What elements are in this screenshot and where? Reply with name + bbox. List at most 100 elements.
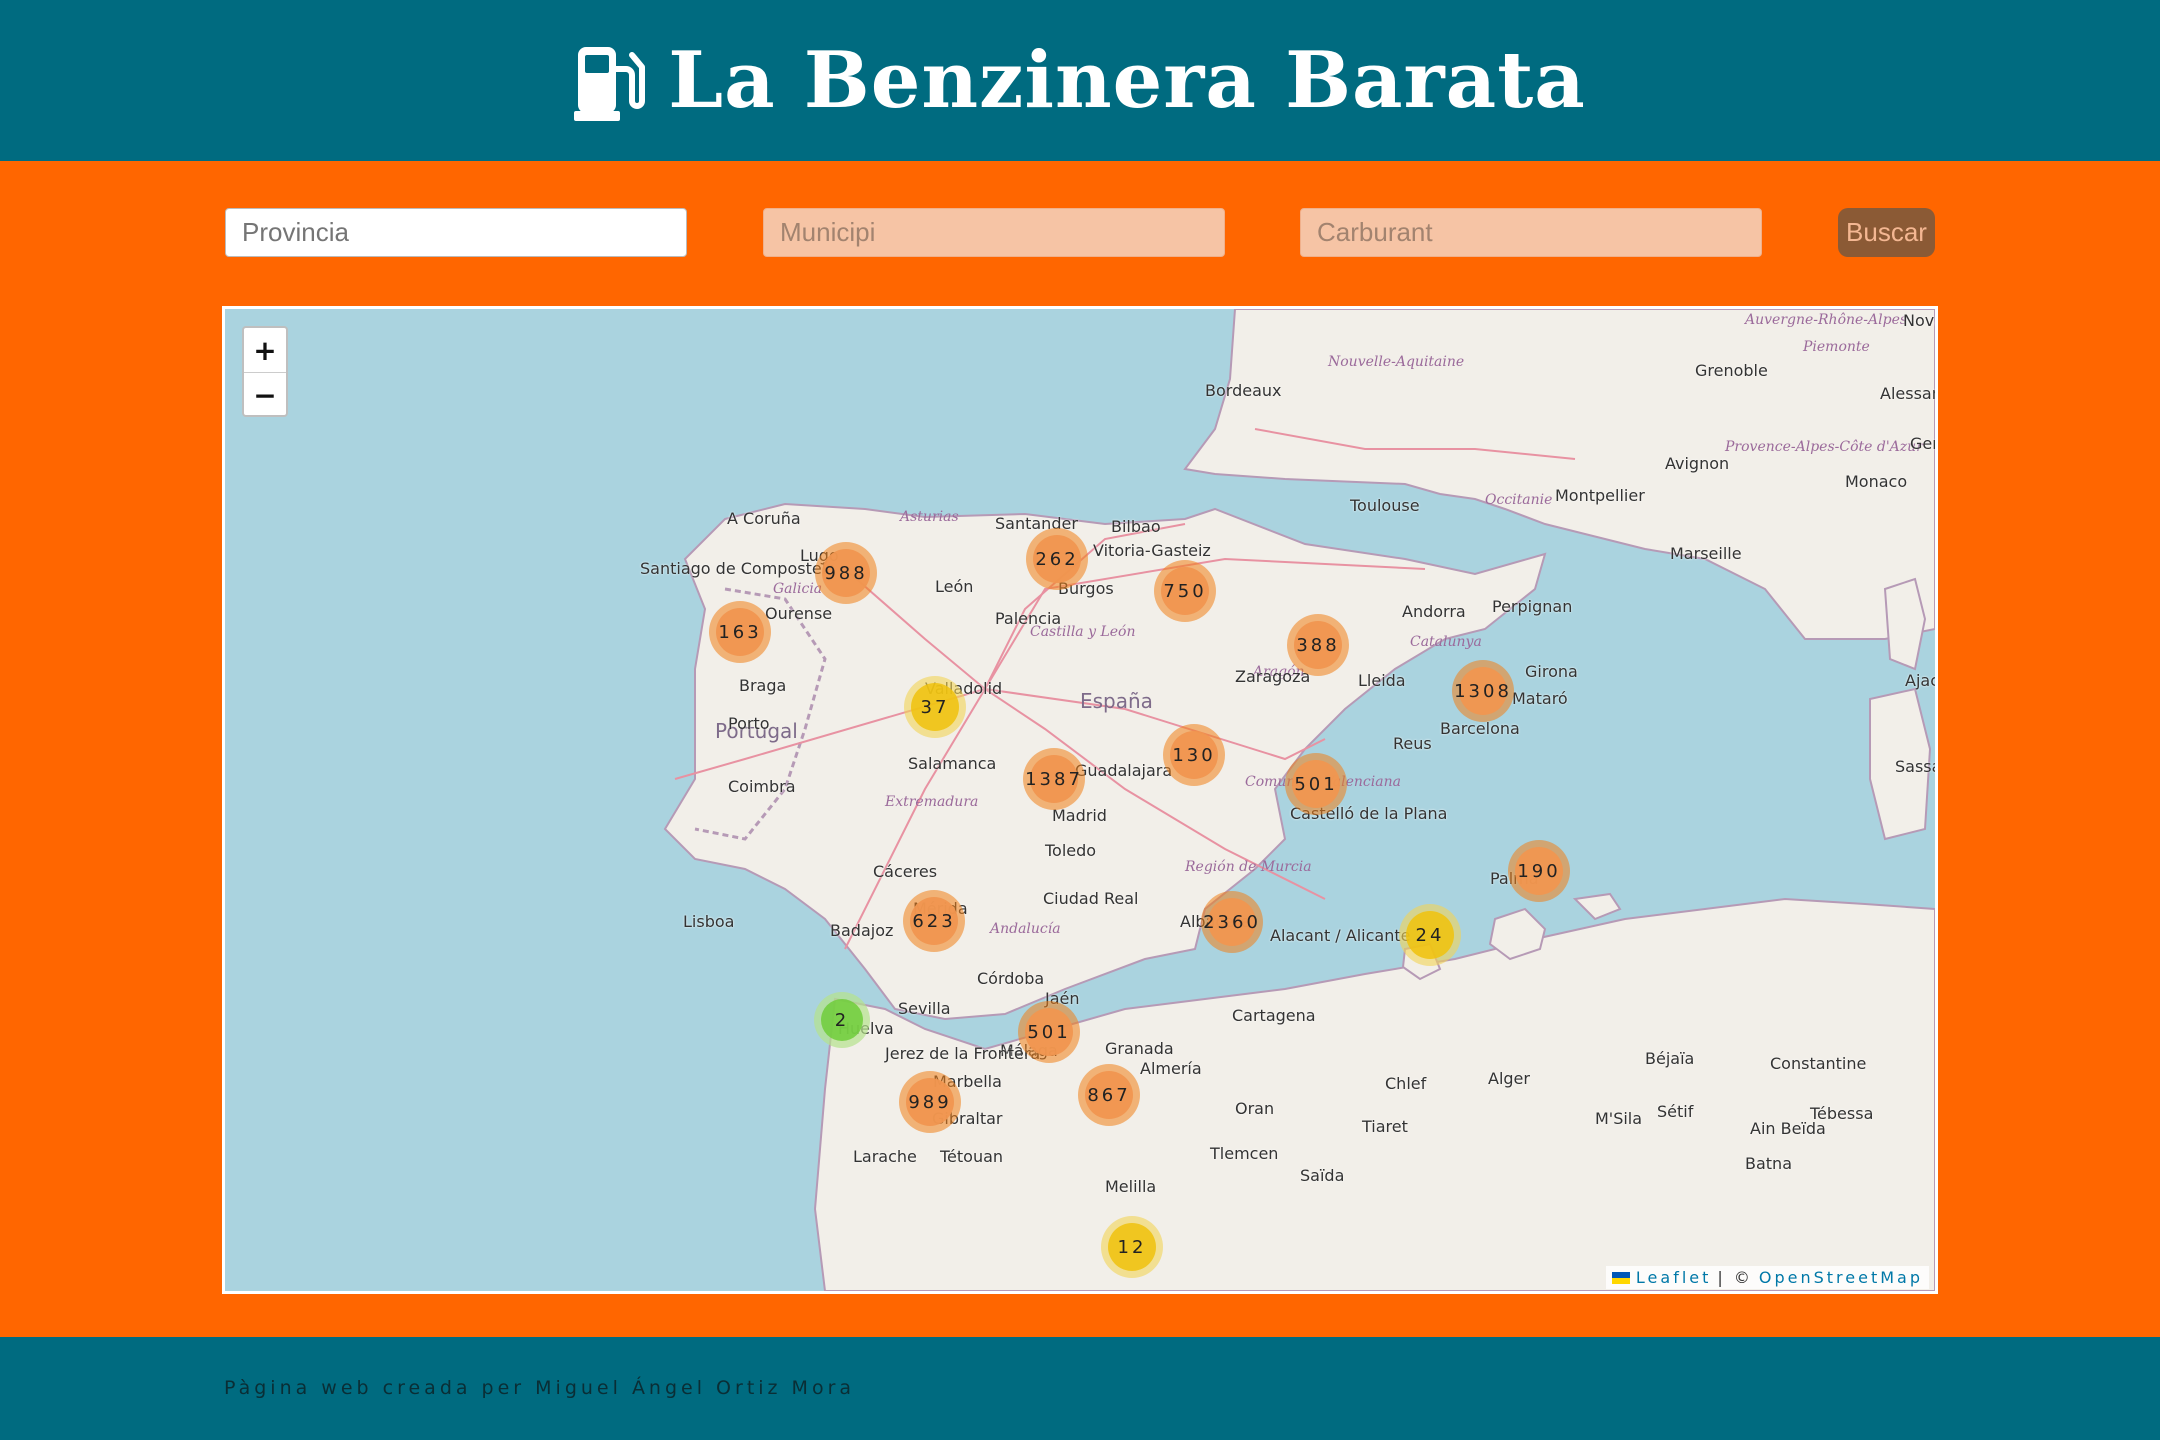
- city-label: Avignon: [1665, 454, 1730, 473]
- site-title: La Benzinera Barata: [668, 35, 1586, 126]
- cluster-count: 988: [822, 549, 870, 597]
- station-cluster[interactable]: 388: [1287, 614, 1349, 676]
- cluster-count: 501: [1025, 1008, 1073, 1056]
- cluster-count: 1387: [1025, 755, 1080, 803]
- city-label: León: [935, 577, 974, 596]
- city-label: Bilbao: [1111, 517, 1161, 536]
- city-label: Vitoria-Gasteiz: [1093, 541, 1211, 560]
- station-cluster[interactable]: 988: [815, 542, 877, 604]
- city-label: Barcelona: [1440, 719, 1520, 738]
- city-label: Zaragoza: [1235, 667, 1311, 686]
- city-label: Oran: [1235, 1099, 1275, 1118]
- region-label: Región de Murcia: [1185, 859, 1312, 875]
- zoom-in-button[interactable]: +: [244, 328, 286, 373]
- brand[interactable]: La Benzinera Barata: [574, 35, 1586, 126]
- city-label: Lisboa: [683, 912, 735, 931]
- region-label: Andalucía: [990, 921, 1061, 937]
- cluster-count: 24: [1406, 911, 1454, 959]
- cluster-count: 2: [821, 999, 863, 1041]
- city-label: Novara: [1903, 311, 1935, 330]
- attribution-separator: | ©: [1717, 1268, 1753, 1287]
- cluster-count: 989: [906, 1078, 954, 1126]
- road: [1254, 428, 1576, 460]
- city-label: Bordeaux: [1205, 381, 1282, 400]
- gas-pump-icon: [574, 46, 646, 121]
- cluster-count: 501: [1292, 760, 1340, 808]
- map-view[interactable]: + − Portugal España Nouvelle-Aquitaine O…: [222, 306, 1938, 1294]
- openstreetmap-link[interactable]: OpenStreetMap: [1758, 1268, 1923, 1287]
- city-label: Girona: [1525, 662, 1578, 681]
- station-cluster[interactable]: 37: [904, 676, 966, 738]
- station-cluster[interactable]: 501: [1285, 753, 1347, 815]
- city-label: Ain Beïda: [1750, 1119, 1826, 1138]
- city-label: Tiaret: [1362, 1117, 1408, 1136]
- provincia-placeholder: Provincia: [242, 217, 349, 247]
- station-cluster[interactable]: 623: [903, 890, 965, 952]
- city-label: Andorra: [1402, 602, 1466, 621]
- provincia-select[interactable]: Provincia: [225, 208, 687, 257]
- region-label: Castilla y León: [1030, 624, 1136, 640]
- leaflet-link[interactable]: Leaflet: [1635, 1268, 1712, 1287]
- station-cluster[interactable]: 2360: [1201, 891, 1263, 953]
- city-label: Sassari: [1895, 757, 1935, 776]
- main-content: Provincia Municipi Carburant Buscar: [0, 161, 2160, 1337]
- city-label: Jerez de la Frontera: [885, 1044, 1041, 1063]
- country-label: España: [1080, 689, 1153, 713]
- city-label: Monaco: [1845, 472, 1908, 491]
- cluster-count: 163: [716, 608, 764, 656]
- carburant-select[interactable]: Carburant: [1300, 208, 1762, 257]
- station-cluster[interactable]: 1387: [1023, 748, 1085, 810]
- station-cluster[interactable]: 262: [1026, 528, 1088, 590]
- city-label: Braga: [739, 676, 787, 695]
- station-cluster[interactable]: 867: [1078, 1064, 1140, 1126]
- region-label: Auvergne-Rhône-Alpes: [1745, 312, 1908, 328]
- city-label: A Coruña: [727, 509, 801, 528]
- city-label: Perpignan: [1492, 597, 1573, 616]
- station-cluster[interactable]: 750: [1154, 560, 1216, 622]
- station-cluster[interactable]: 24: [1399, 904, 1461, 966]
- region-label: Provence-Alpes-Côte d'Azur: [1725, 439, 1923, 455]
- region-label: Asturias: [900, 509, 959, 525]
- cluster-count: 37: [911, 683, 959, 731]
- city-label: Porto: [728, 714, 770, 733]
- cluster-count: 190: [1515, 847, 1563, 895]
- station-cluster[interactable]: 1308: [1452, 660, 1514, 722]
- station-cluster[interactable]: 989: [899, 1071, 961, 1133]
- region-label: Catalunya: [1410, 634, 1482, 650]
- city-label: Santiago de Compostela: [640, 559, 836, 578]
- city-label: Salamanca: [908, 754, 997, 773]
- city-label: Cáceres: [873, 862, 938, 881]
- city-label: Reus: [1393, 734, 1432, 753]
- search-button[interactable]: Buscar: [1838, 208, 1935, 257]
- city-label: Grenoble: [1695, 361, 1768, 380]
- city-label: Ourense: [765, 604, 833, 623]
- station-cluster[interactable]: 163: [709, 601, 771, 663]
- city-label: Genova: [1910, 434, 1935, 453]
- station-cluster[interactable]: 12: [1101, 1216, 1163, 1278]
- footer-credit: Pàgina web creada per Miguel Ángel Ortiz…: [224, 1377, 856, 1399]
- station-cluster[interactable]: 2: [814, 992, 870, 1048]
- cluster-count: 262: [1033, 535, 1081, 583]
- city-label: M'Sila: [1595, 1109, 1643, 1128]
- cluster-count: 2360: [1203, 898, 1258, 946]
- station-cluster[interactable]: 190: [1508, 840, 1570, 902]
- zoom-control: + −: [242, 326, 288, 417]
- city-label: Alessandria: [1880, 384, 1935, 403]
- site-header: La Benzinera Barata: [0, 0, 2160, 161]
- city-label: Batna: [1745, 1154, 1792, 1173]
- country-label: Portugal: [715, 719, 798, 743]
- municipi-placeholder: Municipi: [780, 217, 876, 247]
- municipi-select[interactable]: Municipi: [763, 208, 1225, 257]
- city-label: Saïda: [1300, 1166, 1345, 1185]
- city-label: Almería: [1140, 1059, 1202, 1078]
- carburant-placeholder: Carburant: [1317, 217, 1433, 247]
- land-sardinia: [1869, 687, 1932, 841]
- station-cluster[interactable]: 130: [1163, 724, 1225, 786]
- land-france: [1183, 309, 1935, 640]
- station-cluster[interactable]: 501: [1018, 1001, 1080, 1063]
- zoom-out-button[interactable]: −: [253, 378, 277, 412]
- city-label: Mataró: [1512, 689, 1568, 708]
- city-label: Cartagena: [1232, 1006, 1316, 1025]
- city-label: Tlemcen: [1210, 1144, 1279, 1163]
- road: [984, 557, 1426, 690]
